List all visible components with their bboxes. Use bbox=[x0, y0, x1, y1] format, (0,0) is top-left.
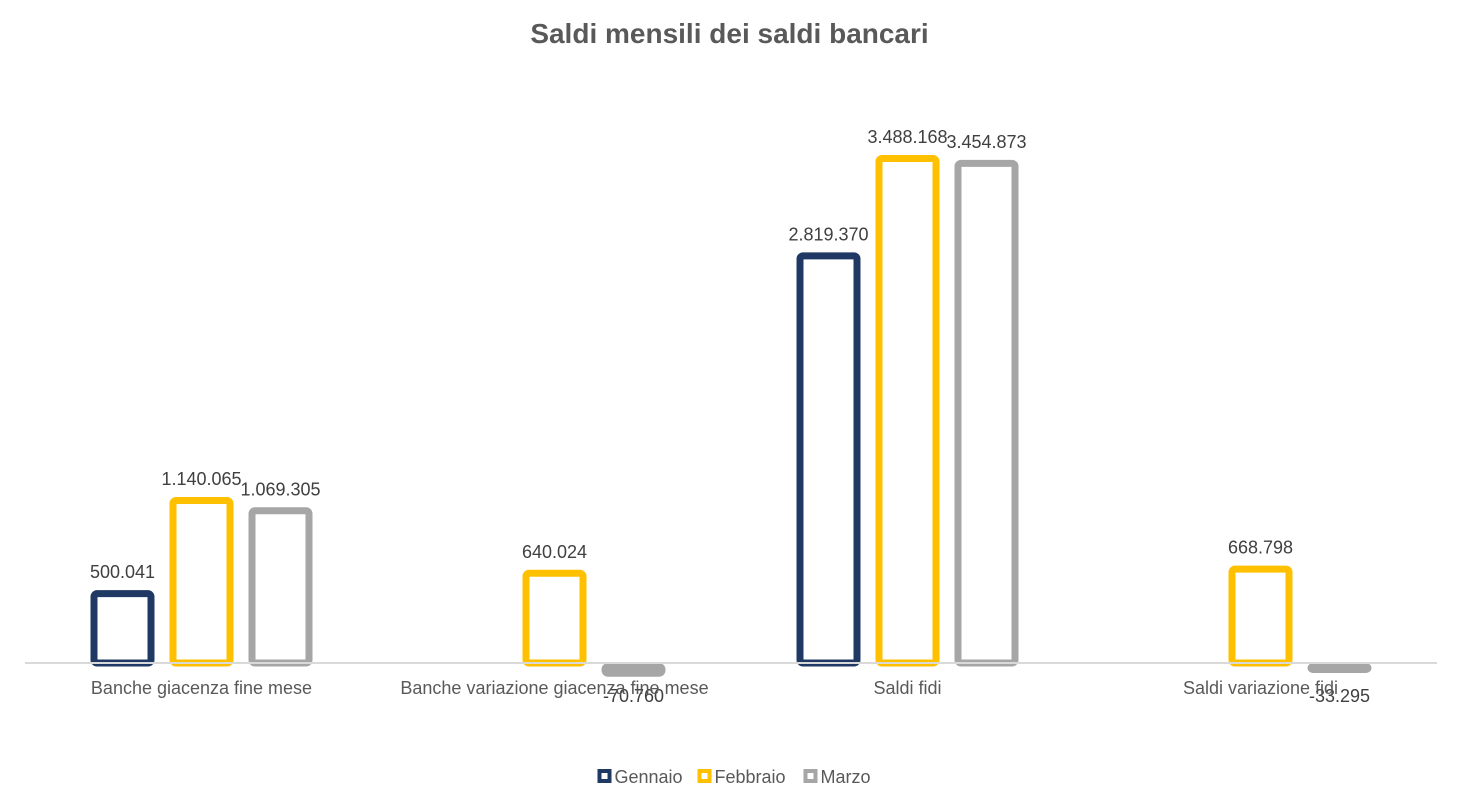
data-label: -33.295 bbox=[1309, 686, 1370, 706]
bar-marzo bbox=[1307, 663, 1372, 673]
bar-gennaio bbox=[90, 590, 155, 667]
category-labels-group: Banche giacenza fine mese Banche variazio… bbox=[91, 678, 1338, 698]
bar-febbraio bbox=[875, 155, 940, 667]
legend: Gennaio Febbraio Marzo bbox=[597, 767, 871, 787]
category-label: Saldi variazione fidi bbox=[1183, 678, 1338, 698]
category-label: Saldi fidi bbox=[873, 678, 941, 698]
category-label: Banche giacenza fine mese bbox=[91, 678, 312, 698]
bars-group bbox=[90, 155, 1372, 677]
legend-swatch bbox=[697, 769, 712, 783]
bar-marzo bbox=[248, 507, 313, 667]
data-label: 3.454.873 bbox=[946, 132, 1026, 152]
legend-swatch bbox=[597, 769, 612, 783]
bar-febbraio bbox=[522, 569, 587, 667]
legend-label: Marzo bbox=[821, 767, 871, 787]
data-label: 3.488.168 bbox=[867, 127, 947, 147]
legend-item-marzo: Marzo bbox=[803, 767, 871, 787]
legend-item-febbraio: Febbraio bbox=[697, 767, 786, 787]
chart-title: Saldi mensili dei saldi bancari bbox=[530, 18, 928, 49]
data-label: 500.041 bbox=[90, 562, 155, 582]
bar-gennaio bbox=[796, 252, 861, 667]
data-label: 640.024 bbox=[522, 542, 587, 562]
legend-label: Febbraio bbox=[715, 767, 786, 787]
bar-marzo bbox=[601, 663, 666, 677]
legend-item-gennaio: Gennaio bbox=[597, 767, 683, 787]
data-label: 1.140.065 bbox=[161, 469, 241, 489]
bar-febbraio bbox=[1228, 565, 1293, 667]
bar-febbraio bbox=[169, 496, 234, 667]
category-label: Banche variazione giacenza fine mese bbox=[400, 678, 708, 698]
data-label: 668.798 bbox=[1228, 538, 1293, 558]
data-label: -70.760 bbox=[603, 686, 664, 706]
bar-marzo bbox=[954, 159, 1019, 667]
data-label: 2.819.370 bbox=[788, 224, 868, 244]
legend-swatch bbox=[803, 769, 818, 783]
data-label: 1.069.305 bbox=[240, 479, 320, 499]
legend-label: Gennaio bbox=[615, 767, 683, 787]
